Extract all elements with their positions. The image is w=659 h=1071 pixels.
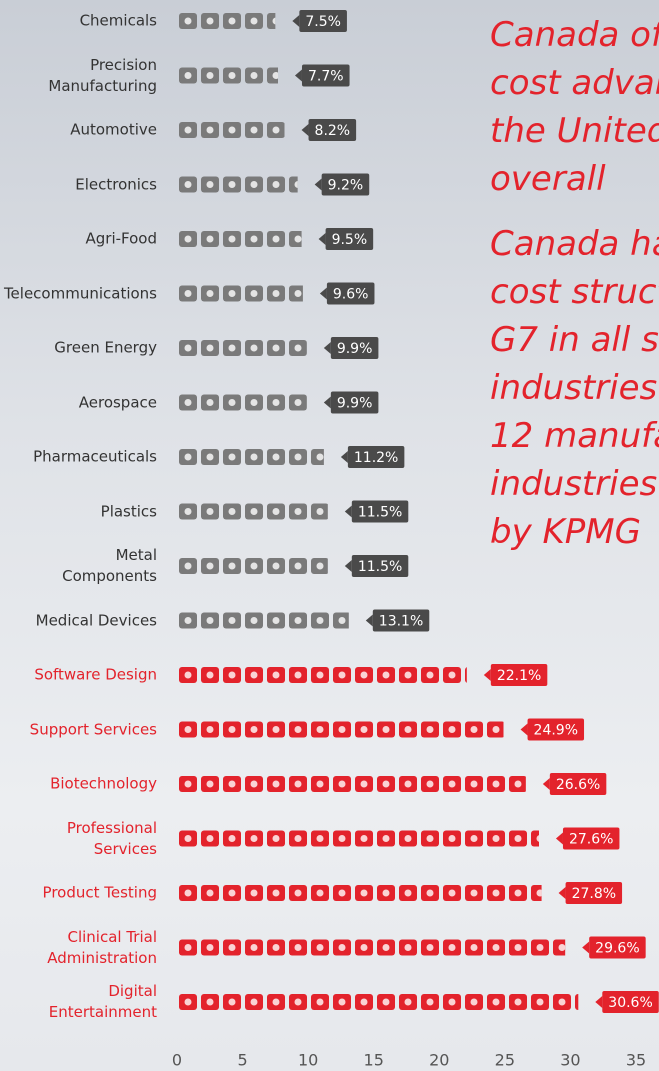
value-callout: 8.2% [302, 119, 357, 141]
icon-row [179, 722, 505, 738]
value-label: 9.9% [337, 396, 373, 412]
value-callout: 7.5% [292, 10, 347, 32]
value-label: 27.8% [572, 886, 616, 902]
icon-row [179, 340, 307, 356]
icon-row [179, 13, 285, 29]
annotation: Canada off [490, 15, 659, 55]
x-tick-label: 0 [172, 1051, 182, 1070]
icon-row [179, 395, 307, 411]
category-label: Medical Devices [0, 610, 157, 631]
category-label: Electronics [0, 174, 157, 195]
icon-row [179, 68, 285, 84]
value-label: 13.1% [379, 614, 423, 630]
value-callout: 24.9% [521, 719, 584, 741]
category-label: Plastics [0, 501, 157, 522]
value-callout: 11.2% [341, 446, 404, 468]
value-label: 9.5% [332, 232, 368, 248]
value-label: 9.6% [333, 287, 369, 303]
annotation: industries [490, 368, 657, 408]
x-tick-label: 5 [237, 1051, 247, 1070]
value-label: 22.1% [497, 668, 541, 684]
x-tick-label: 30 [560, 1051, 580, 1070]
category-label: Aerospace [0, 392, 157, 413]
category-label: Professional Services [0, 818, 157, 860]
value-callout: 11.5% [345, 501, 408, 523]
icon-row [179, 449, 329, 465]
icon-row [179, 776, 527, 792]
value-callout: 13.1% [366, 610, 429, 632]
value-callout: 9.2% [315, 174, 370, 196]
icon-row [179, 504, 329, 520]
value-callout: 27.6% [556, 828, 619, 850]
value-callout: 9.9% [324, 392, 379, 414]
value-callout: 29.6% [582, 937, 645, 959]
value-callout: 9.6% [320, 283, 375, 305]
annotation: 12 manufa [490, 416, 659, 456]
value-callout: 26.6% [543, 773, 606, 795]
category-label: Precision Manufacturing [0, 55, 157, 97]
value-label: 7.7% [308, 69, 344, 85]
icon-row [179, 994, 593, 1010]
annotation: industries [490, 464, 657, 504]
icon-row [179, 231, 307, 247]
category-label: Digital Entertainment [0, 981, 157, 1023]
value-label: 26.6% [556, 777, 600, 793]
icon-row [179, 558, 329, 574]
annotation: by KPMG [490, 512, 641, 552]
icon-row [179, 831, 549, 847]
category-label: Software Design [0, 665, 157, 686]
annotation: Canada ha [490, 224, 659, 264]
value-label: 27.6% [569, 832, 613, 848]
value-label: 11.5% [358, 505, 402, 521]
category-label: Chemicals [0, 11, 157, 32]
category-label: Agri-Food [0, 229, 157, 250]
value-label: 7.5% [305, 14, 341, 30]
category-label: Support Services [0, 719, 157, 740]
value-label: 8.2% [315, 123, 351, 139]
icon-row [179, 667, 483, 683]
page: 7.5% 7.7% 8.2% 9.2% 9.5% 9.6% 9.9% 9.9% 11.2% 11.… [0, 0, 659, 1071]
category-label: Telecommunications [0, 283, 157, 304]
value-label: 11.2% [354, 450, 398, 466]
value-label: 29.6% [595, 941, 639, 957]
value-label: 24.9% [534, 723, 578, 739]
annotation: overall [490, 159, 606, 199]
chart: 7.5% 7.7% 8.2% 9.2% 9.5% 9.6% 9.9% 9.9% 11.2% 11.… [0, 0, 659, 1071]
value-label: 30.6% [608, 995, 652, 1011]
icon-row [179, 885, 549, 901]
value-callout: 7.7% [295, 65, 350, 87]
category-label: Pharmaceuticals [0, 447, 157, 468]
value-callout: 22.1% [484, 664, 547, 686]
x-tick-label: 15 [364, 1051, 384, 1070]
category-label: Green Energy [0, 338, 157, 359]
annotation: the United [490, 111, 659, 151]
category-label: Automotive [0, 120, 157, 141]
icon-row [179, 286, 307, 302]
icon-row [179, 940, 571, 956]
icon-row [179, 177, 307, 193]
x-tick-label: 35 [626, 1051, 646, 1070]
icon-row [179, 122, 285, 138]
annotation: cost advan [490, 63, 659, 103]
category-label: Biotechnology [0, 774, 157, 795]
value-callout: 9.9% [324, 337, 379, 359]
value-label: 11.5% [358, 559, 402, 575]
annotation: G7 in all se [490, 320, 659, 360]
x-tick-label: 20 [429, 1051, 449, 1070]
value-callout: 27.8% [559, 882, 622, 904]
category-label: Clinical Trial Administration [0, 927, 157, 969]
category-label: Metal Components [0, 545, 157, 587]
x-tick-label: 25 [495, 1051, 515, 1070]
value-callout: 30.6% [595, 991, 658, 1013]
value-label: 9.9% [337, 341, 373, 357]
category-label: Product Testing [0, 883, 157, 904]
value-callout: 9.5% [319, 228, 374, 250]
x-tick-label: 10 [298, 1051, 318, 1070]
annotation: cost struct [490, 272, 659, 312]
value-callout: 11.5% [345, 555, 408, 577]
value-label: 9.2% [328, 178, 364, 194]
icon-row [179, 613, 351, 629]
